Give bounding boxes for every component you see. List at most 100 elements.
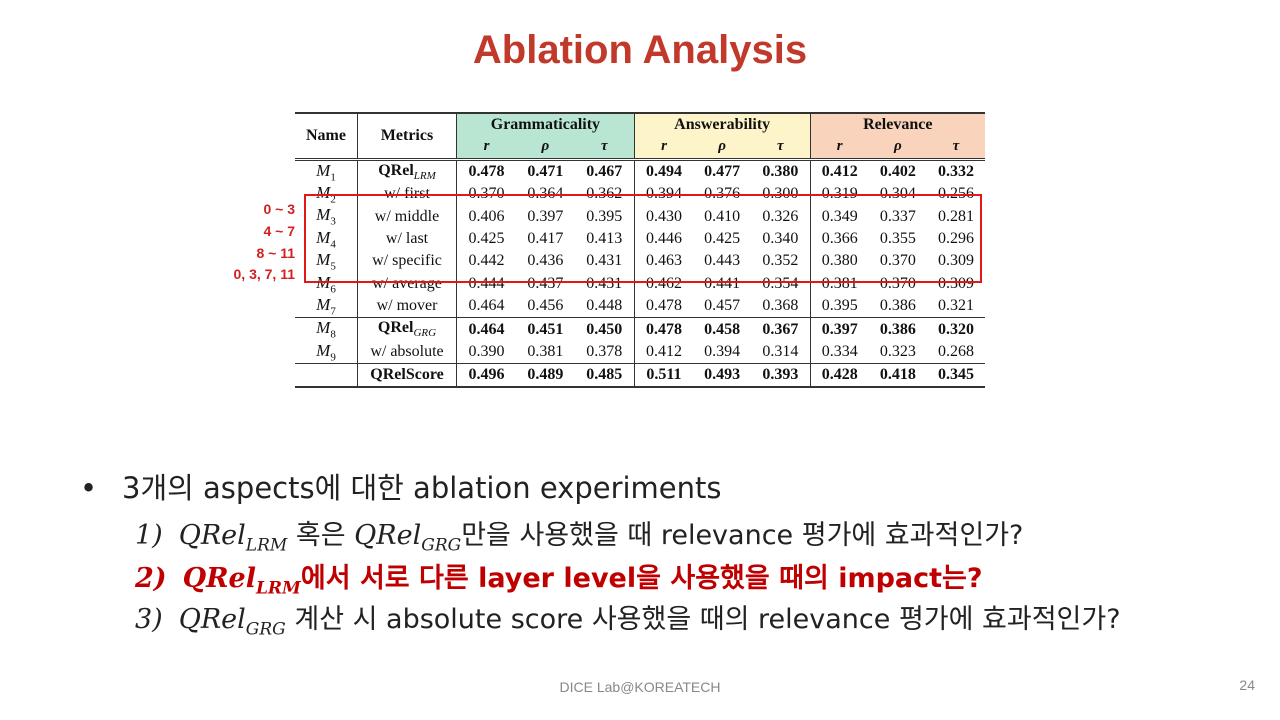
table-cell: 0.381 xyxy=(821,274,858,292)
item-text: 혹은 xyxy=(287,520,355,551)
table-cell: 0.309 xyxy=(937,274,974,292)
col-header-relevance: Relevance xyxy=(810,113,985,136)
table-cell: 0.395 xyxy=(821,297,858,315)
layer-range-label: 8 ~ 11 xyxy=(256,245,295,261)
table-cell: 0.319 xyxy=(821,185,858,203)
sub-header-rho: ρ xyxy=(868,135,927,160)
table-cell: 0.451 xyxy=(516,317,575,341)
table-cell: 0.410 xyxy=(704,207,741,225)
table-cell: 0.450 xyxy=(574,317,635,341)
table-cell: 0.477 xyxy=(693,157,752,183)
table-cell: 0.380 xyxy=(821,252,858,270)
table-cell: 0.268 xyxy=(937,342,974,360)
table-cell: 0.441 xyxy=(704,274,741,292)
table-cell: 0.393 xyxy=(751,363,811,387)
table-cell: 0.354 xyxy=(751,272,811,295)
table-cell: 0.406 xyxy=(468,207,505,225)
table-cell: 0.352 xyxy=(751,250,811,273)
table-cell: 0.368 xyxy=(751,294,811,318)
metric-name: w/ average xyxy=(357,272,457,295)
bullet-item-2: 2) QRelLRM에서 서로 다른 layer level을 사용했을 때의 i… xyxy=(135,556,983,598)
table-row: M3 w/ middle 0.406 0.397 0.395 0.430 0.410 0.32… xyxy=(295,205,985,228)
table-cell: 0.431 xyxy=(574,272,635,295)
table-cell: 0.397 xyxy=(527,207,564,225)
table-cell: 0.436 xyxy=(527,252,564,270)
table-cell: 0.364 xyxy=(527,185,564,203)
table-cell: 0.478 xyxy=(645,297,682,315)
table-cell: 0.446 xyxy=(645,229,682,247)
table-cell: 0.366 xyxy=(821,229,858,247)
metric-name: QRelGRG xyxy=(357,317,457,341)
table-cell: 0.395 xyxy=(574,205,635,228)
table-cell: 0.402 xyxy=(868,157,927,183)
table-row: QRelScore 0.496 0.489 0.485 0.511 0.493 0.393 0… xyxy=(295,363,985,387)
metric-name: w/ specific xyxy=(357,250,457,273)
table-cell: 0.345 xyxy=(926,363,985,387)
table-row: M9 w/ absolute 0.390 0.381 0.378 0.412 0.394 0.… xyxy=(295,340,985,364)
item-number: 3) xyxy=(135,604,163,635)
table-cell: 0.394 xyxy=(645,185,682,203)
table-cell: 0.458 xyxy=(693,317,752,341)
table-row: M5 w/ specific 0.442 0.436 0.431 0.463 0.443 0.… xyxy=(295,250,985,273)
table-cell: 0.437 xyxy=(527,274,564,292)
table-cell: 0.456 xyxy=(527,297,564,315)
table-row: M7 w/ mover 0.464 0.456 0.448 0.478 0.457 0.368… xyxy=(295,294,985,318)
table-cell: 0.340 xyxy=(751,227,811,251)
sub-header-tau: τ xyxy=(574,135,635,160)
table-cell: 0.463 xyxy=(645,252,682,270)
sub-header-tau: τ xyxy=(926,135,985,160)
table-cell: 0.464 xyxy=(468,297,505,315)
metric-name: QRelLRM xyxy=(357,157,457,183)
table-cell: 0.494 xyxy=(634,157,694,183)
table-cell: 0.321 xyxy=(937,297,974,315)
table-cell: 0.467 xyxy=(574,157,635,183)
table-cell: 0.386 xyxy=(868,317,927,341)
table-cell: 0.430 xyxy=(645,207,682,225)
table-cell: 0.281 xyxy=(937,207,974,225)
formula-qrel-lrm: QRelLRM xyxy=(178,520,288,556)
table-cell: 0.417 xyxy=(527,229,564,247)
table-cell: 0.337 xyxy=(879,207,916,225)
table-cell: 0.412 xyxy=(645,342,682,360)
model-name: M1 xyxy=(295,157,358,183)
table-cell: 0.370 xyxy=(879,274,916,292)
sub-header-r: r xyxy=(456,135,517,160)
sub-header-tau: τ xyxy=(751,135,811,160)
formula-qrel-lrm: QRelLRM xyxy=(182,563,301,599)
table-cell: 0.309 xyxy=(937,252,974,270)
table-cell: 0.326 xyxy=(751,205,811,228)
bullet-main: • 3개의 aspects에 대한 ablation experiments xyxy=(80,465,722,507)
table-cell: 0.304 xyxy=(879,185,916,203)
table-cell: 0.448 xyxy=(574,294,635,318)
table-cell: 0.425 xyxy=(468,229,505,247)
table-cell: 0.370 xyxy=(879,252,916,270)
formula-qrel-grg: QRelGRG xyxy=(354,520,462,556)
bullet-item-3: 3) QRelGRG 계산 시 absolute score 사용했을 때의 re… xyxy=(135,597,1121,639)
table-cell: 0.471 xyxy=(516,157,575,183)
table-cell: 0.390 xyxy=(468,342,505,360)
metric-name: w/ mover xyxy=(357,294,457,318)
model-name: M5 xyxy=(295,250,358,273)
model-name: M7 xyxy=(295,294,358,318)
item-number: 2) xyxy=(135,563,167,594)
model-name: M8 xyxy=(295,317,358,341)
metric-name: w/ middle xyxy=(357,205,457,228)
item-number: 1) xyxy=(135,520,163,551)
item-text: 만을 사용했을 때 relevance 평가에 효과적인가? xyxy=(461,520,1024,551)
table-cell: 0.296 xyxy=(937,229,974,247)
table-row: M8 QRelGRG 0.464 0.451 0.450 0.478 0.458 0.367 0… xyxy=(295,317,985,341)
col-header-answerability: Answerability xyxy=(634,113,811,136)
bullet-main-text: 3개의 aspects에 대한 ablation experiments xyxy=(122,471,722,505)
table-cell: 0.394 xyxy=(704,342,741,360)
metric-name: w/ absolute xyxy=(357,340,457,364)
table-cell: 0.444 xyxy=(468,274,505,292)
table-cell: 0.442 xyxy=(468,252,505,270)
table-cell: 0.376 xyxy=(704,185,741,203)
layer-range-label: 0 ~ 3 xyxy=(263,201,295,217)
table-cell: 0.485 xyxy=(574,363,635,387)
table-cell: 0.418 xyxy=(868,363,927,387)
model-name: M3 xyxy=(295,205,358,228)
footer-text: DICE Lab@KOREATECH xyxy=(559,679,721,695)
table-cell: 0.370 xyxy=(468,185,505,203)
table-cell: 0.496 xyxy=(456,363,517,387)
